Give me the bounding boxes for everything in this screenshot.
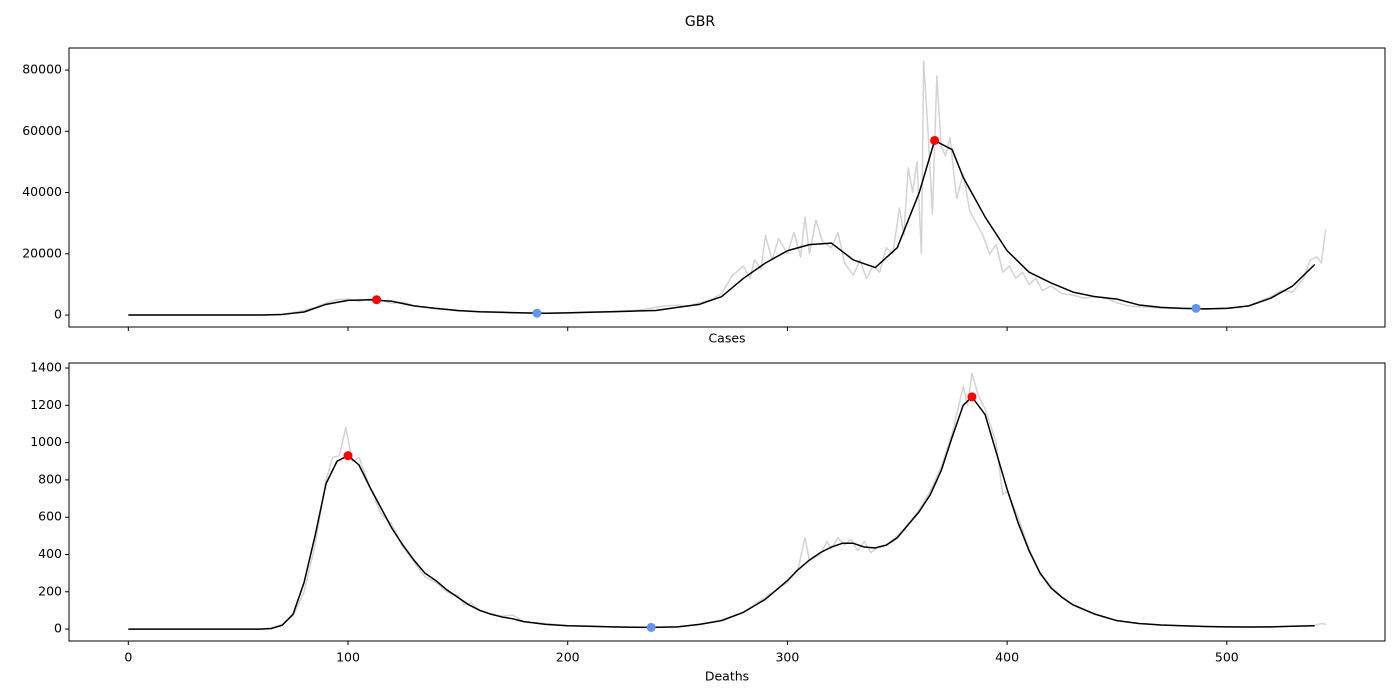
x-tick-label: 500 <box>1215 650 1239 665</box>
data-point <box>967 392 977 402</box>
x-tick-label: 300 <box>775 650 799 665</box>
figure-title: GBR <box>685 14 715 30</box>
x-axis-label: Cases <box>708 331 745 346</box>
data-point <box>646 622 656 632</box>
y-tick-label: 0 <box>54 621 62 636</box>
data-line <box>128 60 1327 316</box>
y-tick-label: 800 <box>38 471 62 486</box>
y-tick-label: 1400 <box>30 360 62 375</box>
data-line <box>128 396 1315 630</box>
x-tick-label: 0 <box>124 650 132 665</box>
y-tick-label: 80000 <box>22 62 62 77</box>
y-tick-label: 1200 <box>30 397 62 412</box>
data-line <box>128 372 1326 630</box>
x-tick-label: 400 <box>995 650 1019 665</box>
y-tick-label: 200 <box>38 583 62 598</box>
x-tick-label: 100 <box>336 650 360 665</box>
x-tick-label: 200 <box>556 650 580 665</box>
data-point <box>343 451 353 461</box>
axes-frame <box>68 362 1386 642</box>
plot-area <box>128 60 1327 318</box>
data-line <box>128 139 1316 316</box>
y-tick-label: 20000 <box>22 245 62 260</box>
data-point <box>532 308 542 318</box>
plot-area <box>128 372 1326 632</box>
y-tick-label: 60000 <box>22 123 62 138</box>
axes-frame <box>68 47 1386 328</box>
data-point <box>372 295 382 305</box>
y-tick-label: 1000 <box>30 434 62 449</box>
y-tick-label: 40000 <box>22 184 62 199</box>
y-tick-label: 400 <box>38 546 62 561</box>
data-point <box>930 135 940 145</box>
y-tick-label: 600 <box>38 509 62 524</box>
x-axis-label: Deaths <box>705 669 749 684</box>
y-tick-label: 0 <box>54 307 62 322</box>
data-point <box>1191 303 1201 313</box>
